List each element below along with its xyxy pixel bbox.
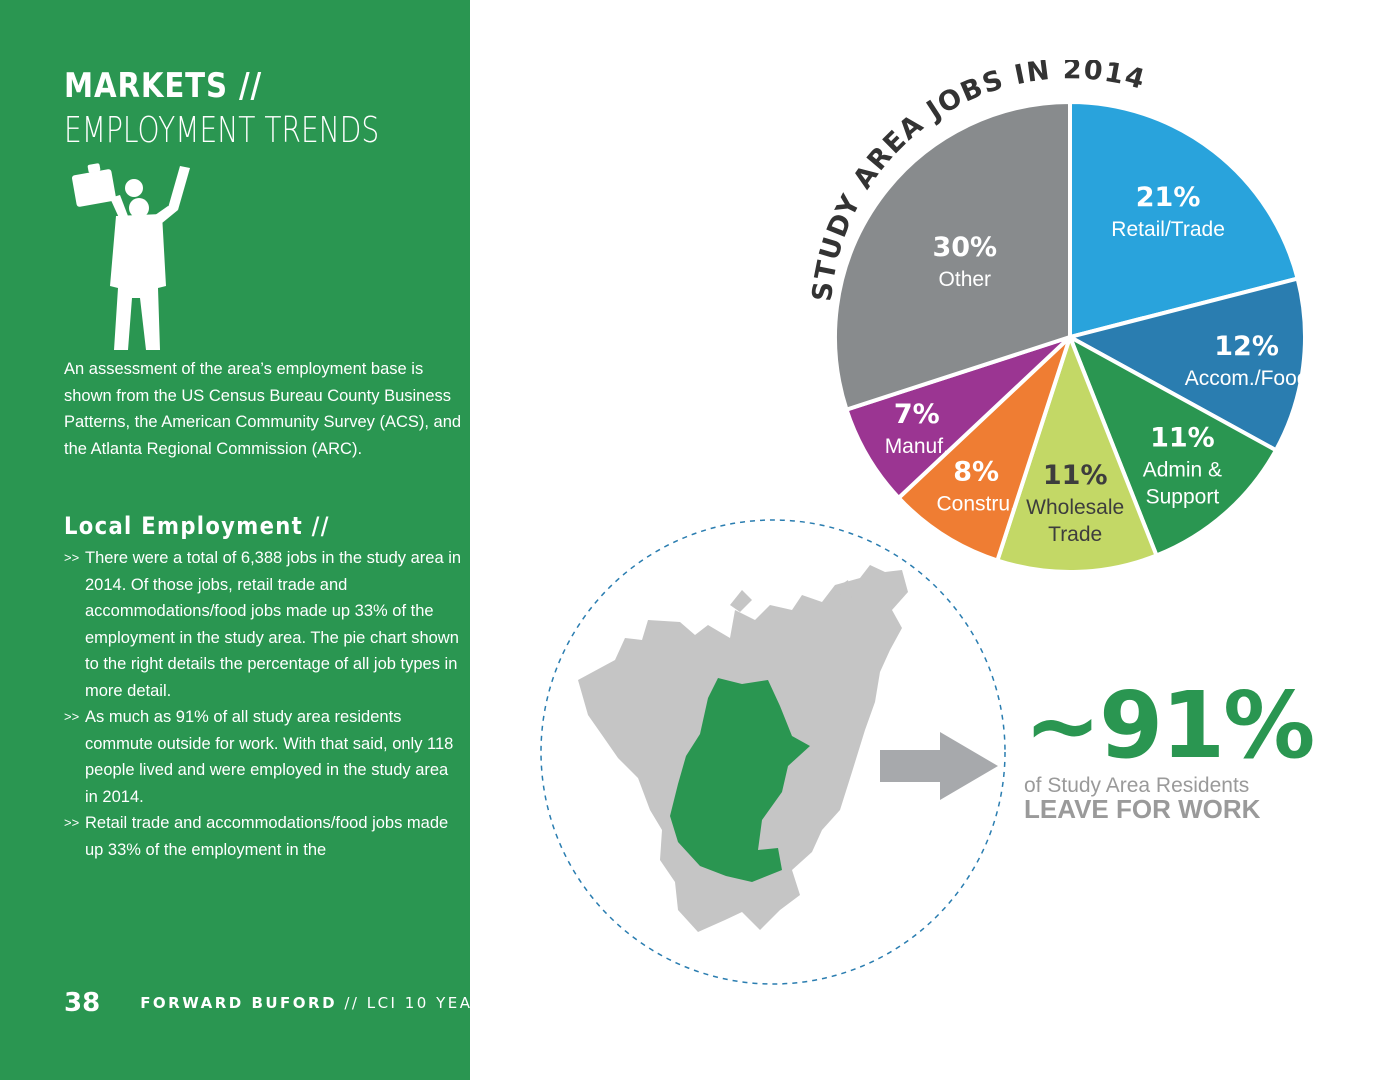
slice-category-label: Manuf. [885,435,949,458]
bullet-text: Retail trade and accommodations/food job… [85,814,449,859]
slice-value-label: 30% [932,232,997,263]
slice-category-label: Trade [1048,523,1102,546]
bullet-text: There were a total of 6,388 jobs in the … [85,549,462,700]
local-employment-heading: Local Employment // [64,512,330,540]
page-number: 38 [64,988,101,1018]
slice-value-label: 8% [953,456,999,487]
celebrating-person-silhouette-icon [72,163,190,350]
footer-text: FORWARD BUFORD // LCI 10 YEAR UPDATE [140,994,567,1012]
study-area-shape [670,678,810,882]
slice-category-label: Accom./Food [1185,367,1309,390]
footer-subtitle: LCI 10 YEAR UPDATE [366,994,567,1012]
slice-category-label: Support [1146,486,1220,509]
slice-value-label: 12% [1214,331,1279,362]
pie-slice [1068,100,1300,339]
bullet-marker: >> [64,815,80,830]
slice-value-label: 11% [1043,460,1108,491]
slice-category-label: Constru. [937,492,1016,515]
right-arrow-icon [880,732,998,800]
commute-stat-emphasis: LEAVE FOR WORK [1024,794,1261,824]
jobs-pie-chart: STUDY AREA JOBS IN 2014 21%Retail/Trade1… [807,60,1309,574]
pie-slice [1068,276,1307,453]
section-subtitle: EMPLOYMENT TRENDS [64,110,380,151]
slice-value-label: 7% [894,399,940,430]
list-item: >> As much as 91% of all study area resid… [64,704,464,810]
pie-slice [896,335,1072,563]
section-title: MARKETS // [64,66,263,106]
pie-slice [1068,335,1278,558]
slice-value-label: 21% [1136,182,1201,213]
list-item: >> There were a total of 6,388 jobs in th… [64,545,464,704]
page-footer: 38 FORWARD BUFORD // LCI 10 YEAR UPDATE [64,988,567,1018]
intro-paragraph: An assessment of the area’s employment b… [64,360,462,458]
bullet-text: As much as 91% of all study area residen… [85,708,454,806]
pie-slice [995,335,1159,574]
local-employment-list: >> There were a total of 6,388 jobs in th… [64,545,464,863]
footer-separator: // [337,994,367,1012]
list-item: >> Retail trade and accommodations/food j… [64,810,464,863]
slice-category-label: Retail/Trade [1111,218,1225,241]
sidebar-panel: MARKETS // EMPLOYMENT TRENDS An assessme… [0,0,564,1080]
slice-value-label: 11% [1150,423,1215,454]
commute-stat-value: ~91% [1024,672,1315,779]
study-area-map [540,519,1006,985]
slice-category-label: Admin & [1143,459,1222,482]
footer-brand: FORWARD BUFORD [140,994,338,1012]
slice-category-label: Wholesale [1026,496,1124,519]
bullet-marker: >> [64,709,80,724]
bullet-marker: >> [64,550,80,565]
slice-category-label: Other [939,268,992,291]
commute-stat-caption: of Study Area Residents [1024,774,1250,797]
pie-slice [833,100,1072,412]
